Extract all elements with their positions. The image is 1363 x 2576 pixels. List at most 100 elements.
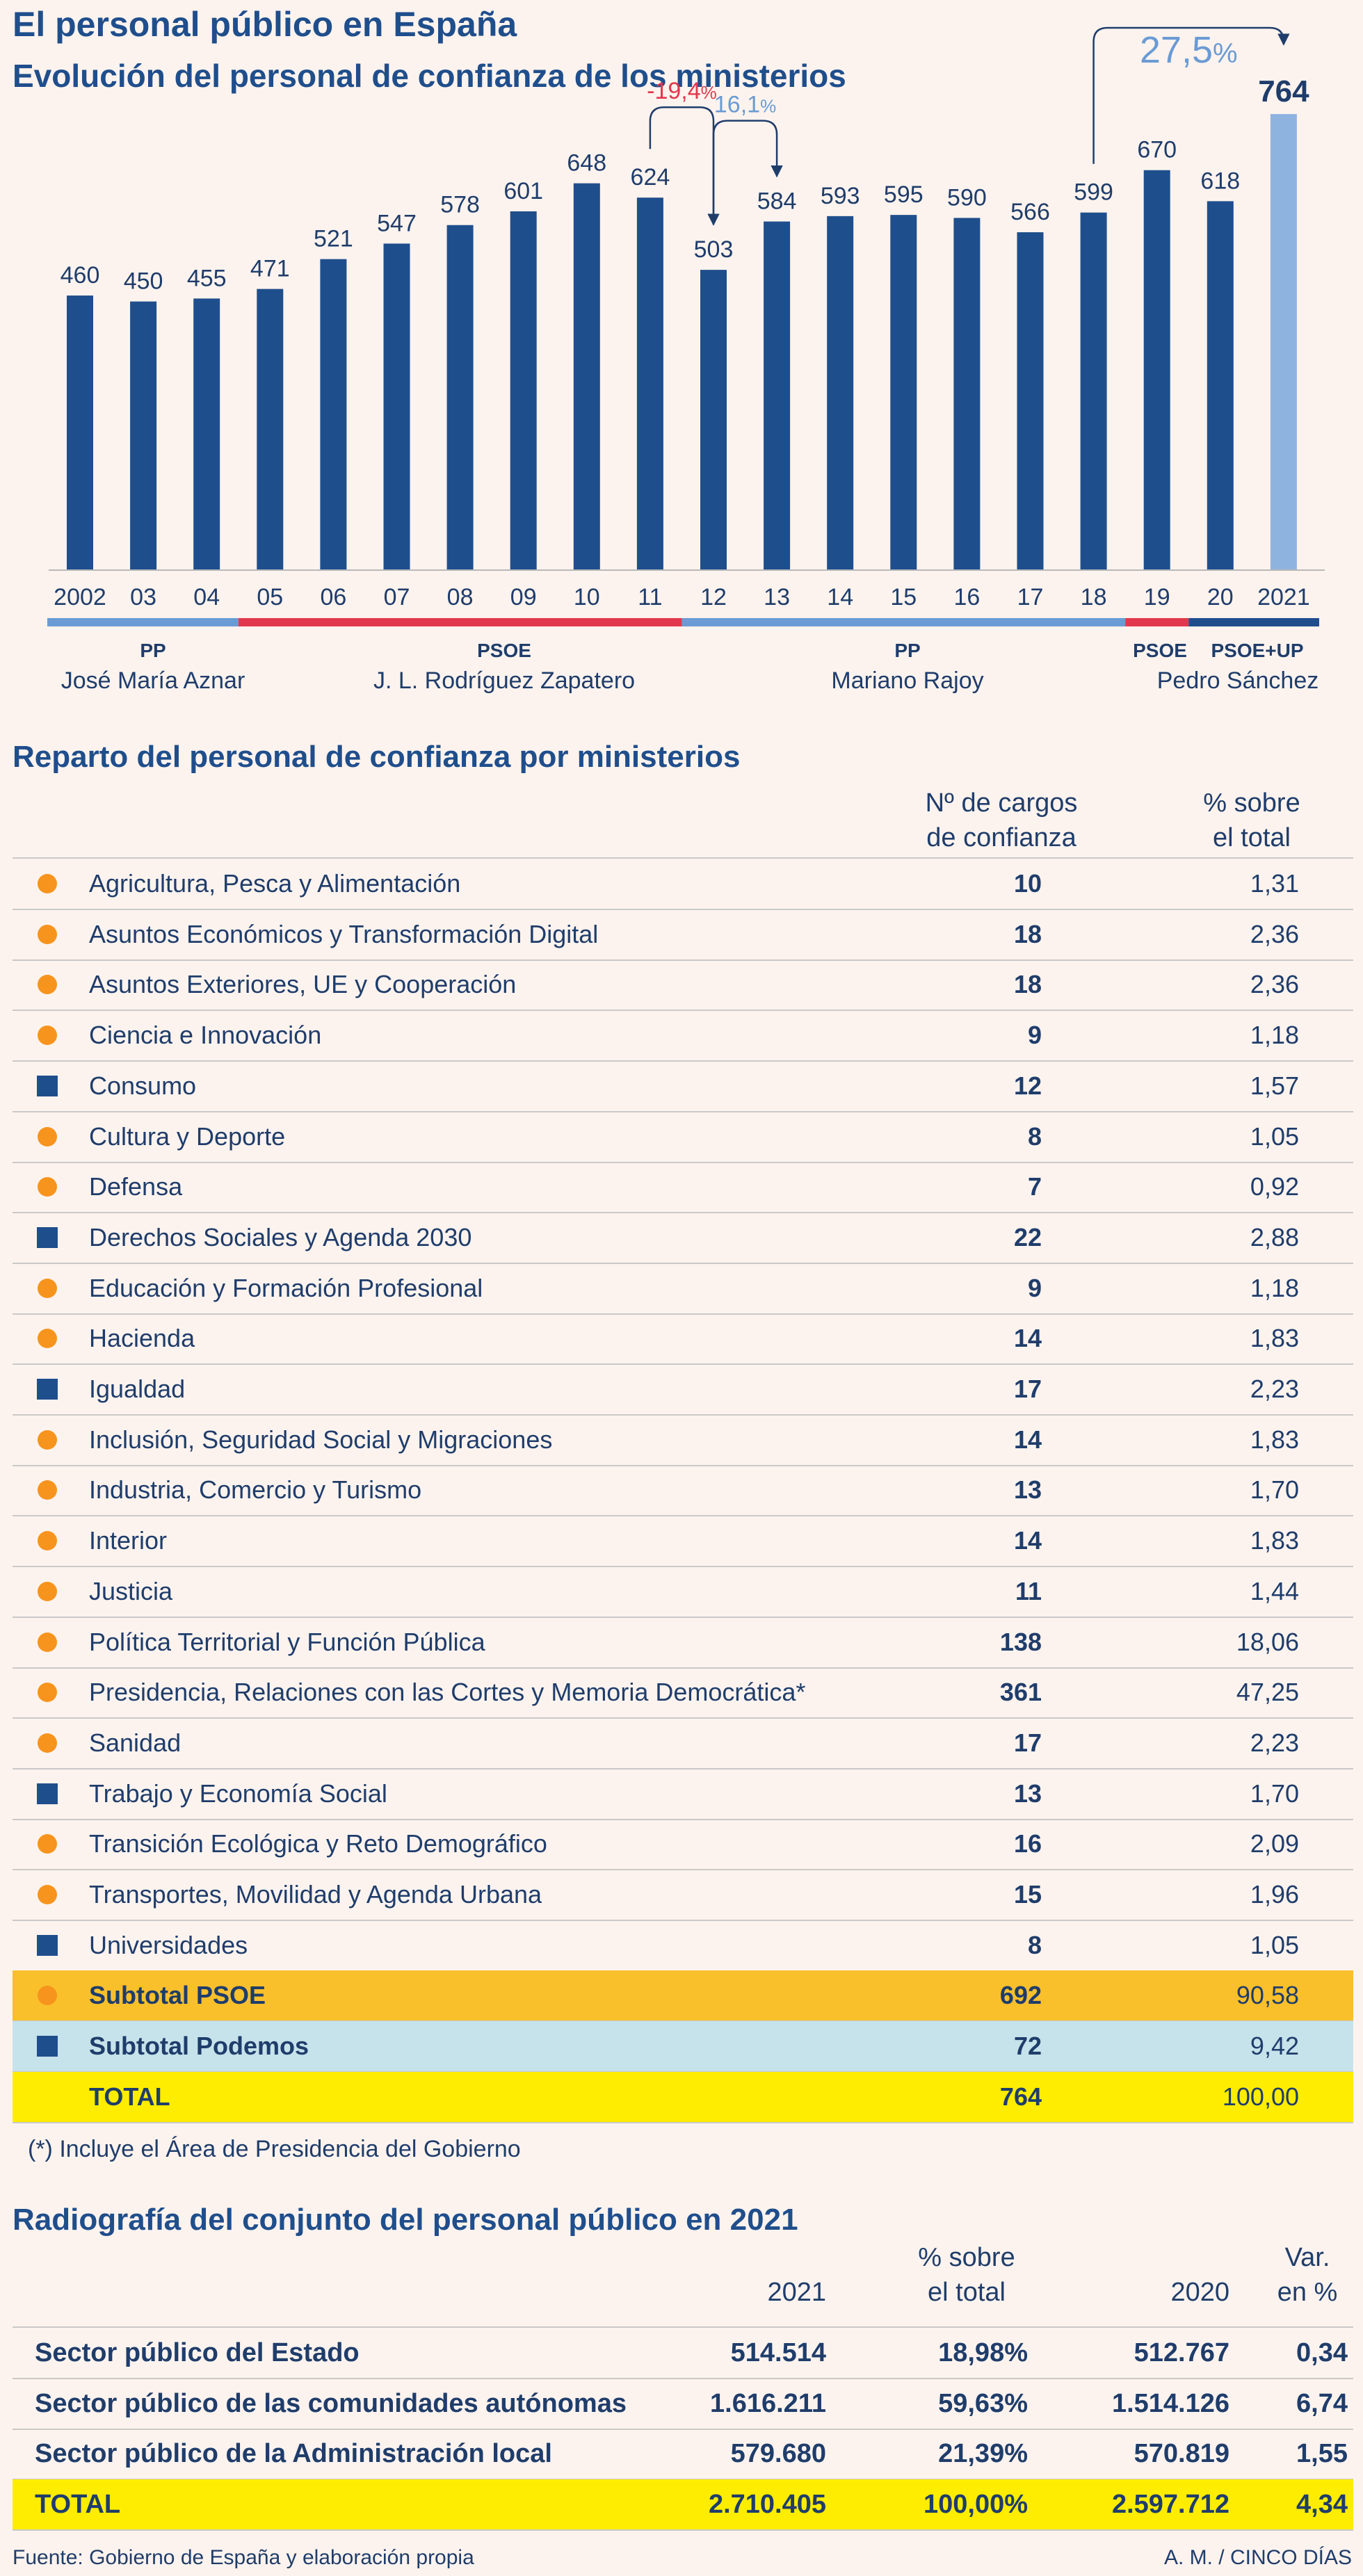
- change-label-1: 16,1%: [714, 92, 776, 118]
- sectors-col-pct-line2: el total: [928, 2278, 1006, 2307]
- ministry-pct: 1,57: [1250, 1071, 1299, 1100]
- ministry-pct: 1,96: [1250, 1880, 1299, 1909]
- tick-label-12: 12: [700, 584, 727, 610]
- ministry-name: Consumo: [89, 1071, 197, 1100]
- bar-15: [890, 215, 917, 570]
- ministry-name: Política Territorial y Función Pública: [89, 1627, 485, 1656]
- ministry-pct: 2,23: [1250, 1728, 1299, 1757]
- tick-label-11: 11: [638, 584, 662, 610]
- period-party-pp-1: PP: [140, 640, 166, 661]
- sector-name: TOTAL: [35, 2489, 121, 2519]
- sector-2020: 512.767: [1134, 2338, 1229, 2367]
- col-header-pct-line2: el total: [1213, 823, 1291, 852]
- podemos-marker-icon: [37, 2036, 58, 2057]
- table-row: Inclusión, Seguridad Social y Migracione…: [13, 1415, 1353, 1466]
- ministry-pct: 2,09: [1250, 1829, 1299, 1858]
- sectors-row: Sector público del Estado 514.514 18,98% 51…: [13, 2328, 1353, 2379]
- ministry-name: TOTAL: [89, 2082, 170, 2111]
- tick-label-15: 15: [890, 584, 917, 610]
- tick-label-08: 08: [447, 584, 474, 610]
- ministry-pct: 2,36: [1250, 919, 1299, 948]
- period-band-4: [1188, 618, 1319, 626]
- ministry-pct: 1,31: [1250, 869, 1299, 898]
- value-label-10: 648: [567, 150, 606, 177]
- sector-name: Sector público de las comunidades autóno…: [35, 2388, 627, 2418]
- ministries-title: Reparto del personal de confianza por mi…: [13, 740, 741, 774]
- table-row: Transición Ecológica y Reto Demográfico 1…: [13, 1819, 1353, 1871]
- podemos-marker-icon: [37, 1379, 58, 1400]
- value-label-2002: 460: [61, 262, 100, 289]
- podemos-marker-icon: [37, 1075, 58, 1096]
- col-header-pct-line1: % sobre: [1203, 788, 1300, 818]
- period-leader-sanchez: Pedro Sánchez: [1156, 667, 1319, 694]
- tick-label-19: 19: [1144, 584, 1170, 610]
- value-label-05: 471: [250, 256, 290, 282]
- period-party-psoe-1: PSOE: [477, 640, 531, 661]
- ministry-count: 8: [1027, 1930, 1042, 1959]
- sectors-col-pct: % sobre el total: [869, 2240, 1064, 2310]
- sectors-col-var-line2: en %: [1277, 2278, 1338, 2307]
- ministry-count: 18: [1013, 919, 1042, 948]
- table-row: Universidades 8 1,05: [13, 1920, 1353, 1972]
- value-label-13: 584: [757, 188, 797, 215]
- ministry-pct: 0,92: [1250, 1172, 1299, 1201]
- value-label-18: 599: [1074, 179, 1113, 206]
- ministry-name: Asuntos Económicos y Transformación Digi…: [89, 919, 599, 948]
- bar-14: [827, 216, 854, 570]
- ministry-pct: 1,83: [1250, 1526, 1299, 1555]
- bar-12: [700, 270, 727, 570]
- period-party-pp-2: PP: [894, 640, 921, 661]
- sector-2021: 2.710.405: [708, 2489, 826, 2519]
- ministry-count: 12: [1013, 1071, 1042, 1100]
- ministry-count: 14: [1013, 1324, 1042, 1353]
- psoe-marker-icon: [38, 1480, 57, 1500]
- value-label-17: 566: [1010, 199, 1050, 225]
- sector-var: 6,74: [1296, 2388, 1348, 2418]
- summary-row: Subtotal PSOE 692 90,58: [13, 1970, 1353, 2023]
- value-label-09: 601: [503, 178, 543, 204]
- psoe-marker-icon: [38, 924, 57, 944]
- ministry-name: Inclusión, Seguridad Social y Migracione…: [89, 1425, 553, 1454]
- ministry-pct: 90,58: [1236, 1981, 1299, 2010]
- sector-pct: 21,39%: [938, 2439, 1028, 2468]
- sectors-title: Radiografía del conjunto del personal pú…: [13, 2203, 798, 2237]
- ministry-pct: 1,18: [1250, 1021, 1299, 1050]
- table-row: Transportes, Movilidad y Agenda Urbana 15…: [13, 1870, 1353, 1921]
- tick-label-17: 17: [1017, 584, 1044, 610]
- ministry-name: Presidencia, Relaciones con las Cortes y…: [89, 1678, 806, 1707]
- col-header-count-line1: Nº de cargos: [925, 788, 1078, 818]
- value-label-03: 450: [124, 268, 163, 295]
- ministry-pct: 1,70: [1250, 1779, 1299, 1808]
- ministry-count: 15: [1013, 1880, 1042, 1909]
- ministry-pct: 1,70: [1250, 1475, 1299, 1505]
- ministry-name: Cultura y Deporte: [89, 1121, 286, 1151]
- change-arrow-1: [712, 120, 783, 222]
- sectors-top-rule: [13, 2326, 1353, 2328]
- period-leader-zapatero: J. L. Rodríguez Zapatero: [373, 667, 636, 694]
- bar-04: [193, 298, 220, 570]
- sector-name: Sector público de la Administración loca…: [35, 2439, 552, 2468]
- value-label-2021: 764: [1258, 74, 1309, 108]
- tick-label-07: 07: [384, 584, 410, 610]
- value-label-12: 503: [694, 236, 734, 263]
- tick-label-14: 14: [827, 584, 853, 610]
- col-header-pct: % sobre el total: [1154, 786, 1349, 855]
- bar-chart: 460 2002 450 03 455 04 471 05 521 06 547 07 578 08 601…: [47, 26, 1325, 626]
- ministry-pct: 100,00: [1222, 2082, 1299, 2111]
- bar-17: [1017, 232, 1044, 570]
- ministry-count: 9: [1027, 1273, 1042, 1302]
- value-label-16: 590: [947, 184, 987, 211]
- value-label-19: 670: [1137, 137, 1177, 163]
- bar-20: [1207, 201, 1234, 570]
- ministry-count: 18: [1013, 970, 1042, 999]
- ministry-name: Defensa: [89, 1172, 183, 1201]
- bar-05: [257, 289, 284, 570]
- ministry-pct: 1,83: [1250, 1324, 1299, 1353]
- sectors-total-row: TOTAL 2.710.405 100,00% 2.597.712 4,34: [13, 2479, 1353, 2531]
- psoe-marker-icon: [38, 1986, 57, 2006]
- table-row: Justicia 11 1,44: [13, 1566, 1353, 1618]
- footnote: (*) Incluye el Área de Presidencia del G…: [28, 2136, 521, 2162]
- value-label-14: 593: [821, 183, 860, 209]
- page-title: El personal público en España: [13, 5, 517, 44]
- ministry-pct: 1,05: [1250, 1121, 1299, 1151]
